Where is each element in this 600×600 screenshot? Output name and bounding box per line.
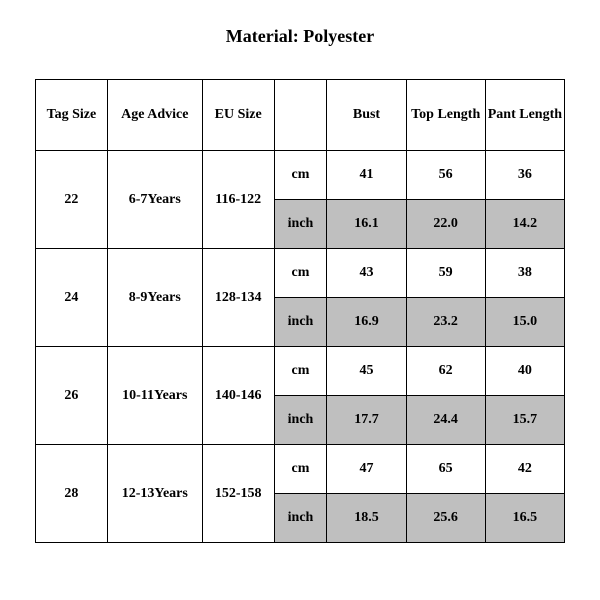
col-pant-length: Pant Length [485, 80, 564, 151]
cell-pant-cm: 36 [485, 151, 564, 200]
table-header-row: Tag Size Age Advice EU Size Bust Top Len… [36, 80, 565, 151]
cell-age: 6-7Years [107, 151, 202, 249]
cell-top-inch: 23.2 [406, 298, 485, 347]
size-table: Tag Size Age Advice EU Size Bust Top Len… [35, 79, 565, 543]
cell-unit-cm: cm [274, 347, 327, 396]
cell-bust-inch: 16.1 [327, 200, 406, 249]
cell-age: 8-9Years [107, 249, 202, 347]
cell-bust-cm: 47 [327, 445, 406, 494]
cell-top-cm: 62 [406, 347, 485, 396]
cell-top-inch: 24.4 [406, 396, 485, 445]
cell-eu: 128-134 [202, 249, 274, 347]
col-eu-size: EU Size [202, 80, 274, 151]
cell-tag: 26 [36, 347, 108, 445]
col-age-advice: Age Advice [107, 80, 202, 151]
cell-bust-cm: 43 [327, 249, 406, 298]
cell-pant-cm: 40 [485, 347, 564, 396]
table-row: 26 10-11Years 140-146 cm 45 62 40 [36, 347, 565, 396]
cell-tag: 24 [36, 249, 108, 347]
cell-top-cm: 59 [406, 249, 485, 298]
cell-pant-inch: 15.7 [485, 396, 564, 445]
cell-unit-cm: cm [274, 445, 327, 494]
table-row: 24 8-9Years 128-134 cm 43 59 38 [36, 249, 565, 298]
cell-unit-inch: inch [274, 200, 327, 249]
cell-pant-inch: 15.0 [485, 298, 564, 347]
cell-top-cm: 65 [406, 445, 485, 494]
cell-tag: 28 [36, 445, 108, 543]
cell-pant-cm: 42 [485, 445, 564, 494]
col-bust: Bust [327, 80, 406, 151]
cell-bust-inch: 17.7 [327, 396, 406, 445]
col-tag-size: Tag Size [36, 80, 108, 151]
cell-age: 12-13Years [107, 445, 202, 543]
cell-eu: 152-158 [202, 445, 274, 543]
cell-pant-cm: 38 [485, 249, 564, 298]
cell-pant-inch: 14.2 [485, 200, 564, 249]
cell-top-inch: 22.0 [406, 200, 485, 249]
cell-bust-cm: 45 [327, 347, 406, 396]
col-top-length: Top Length [406, 80, 485, 151]
cell-bust-cm: 41 [327, 151, 406, 200]
cell-bust-inch: 16.9 [327, 298, 406, 347]
cell-unit-inch: inch [274, 396, 327, 445]
col-unit [274, 80, 327, 151]
cell-top-cm: 56 [406, 151, 485, 200]
table-row: 28 12-13Years 152-158 cm 47 65 42 [36, 445, 565, 494]
cell-unit-cm: cm [274, 249, 327, 298]
cell-tag: 22 [36, 151, 108, 249]
cell-eu: 140-146 [202, 347, 274, 445]
cell-unit-inch: inch [274, 494, 327, 543]
table-row: 22 6-7Years 116-122 cm 41 56 36 [36, 151, 565, 200]
cell-unit-inch: inch [274, 298, 327, 347]
cell-bust-inch: 18.5 [327, 494, 406, 543]
cell-pant-inch: 16.5 [485, 494, 564, 543]
cell-top-inch: 25.6 [406, 494, 485, 543]
cell-eu: 116-122 [202, 151, 274, 249]
cell-unit-cm: cm [274, 151, 327, 200]
cell-age: 10-11Years [107, 347, 202, 445]
page: Material: Polyester Tag Size Age Advice … [0, 0, 600, 600]
material-title: Material: Polyester [20, 26, 580, 47]
